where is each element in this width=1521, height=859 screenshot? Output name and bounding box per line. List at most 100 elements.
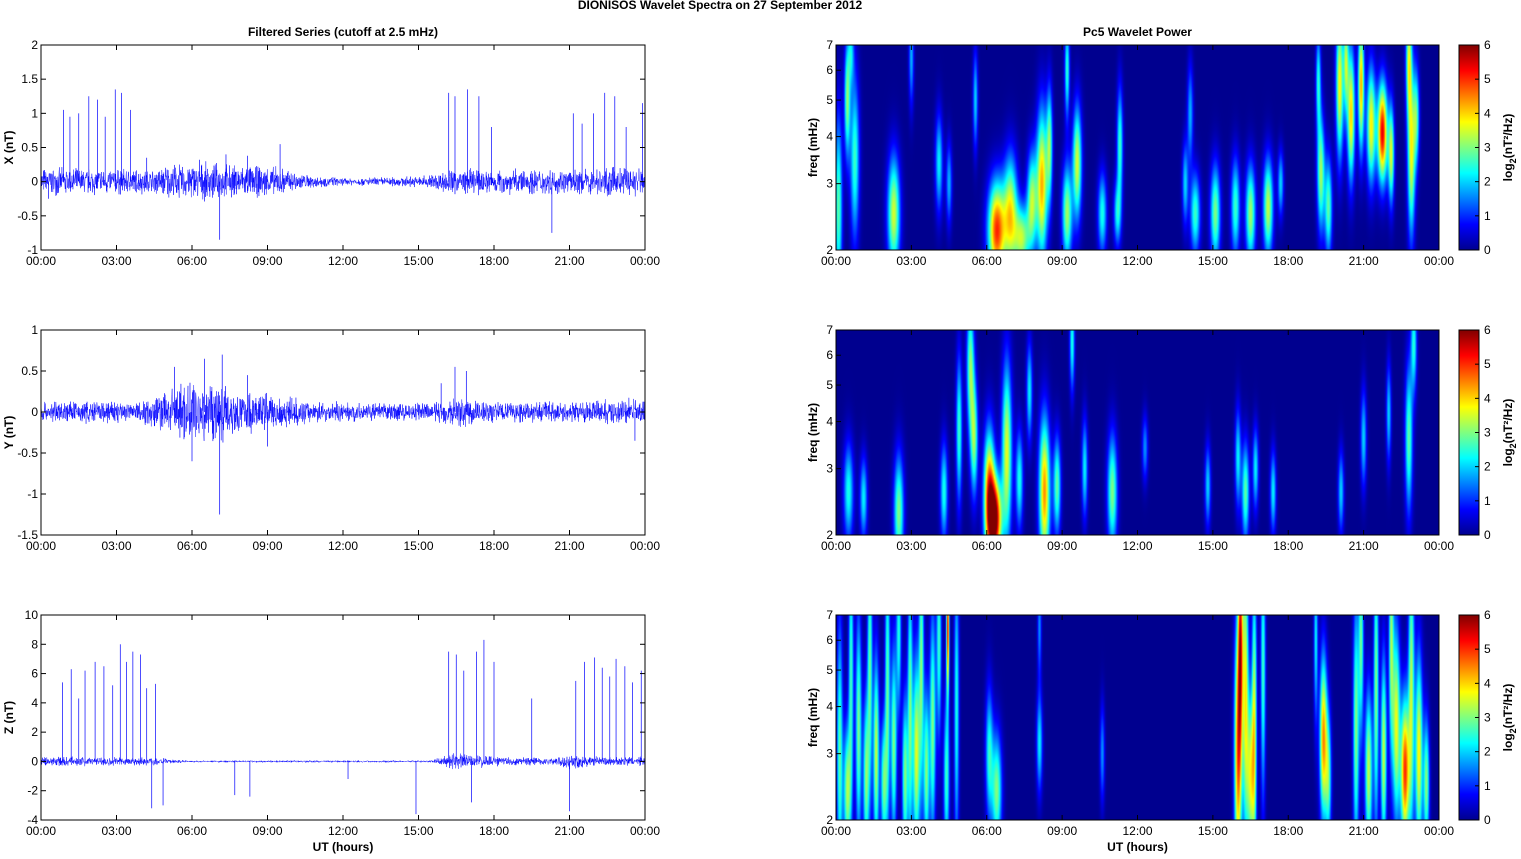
colorbar-tick-label: 2 — [1484, 175, 1491, 189]
y-tick-label: 0 — [31, 754, 38, 768]
y-tick-label: 2 — [826, 813, 833, 827]
colorbar: 0 1 2 3 4 5 6 log2(nT²/Hz) — [1458, 38, 1518, 257]
line-x-tick-label: 06:00 — [177, 539, 207, 553]
heat-x-tick-label: 00:00 — [1424, 539, 1454, 553]
y-tick-label: -2 — [27, 784, 38, 798]
y-tick-label: -0.5 — [17, 209, 38, 223]
y-tick-label: 0.5 — [21, 364, 38, 378]
colorbar-tick-label: 3 — [1484, 141, 1491, 155]
colorbar-tick-label: 1 — [1484, 209, 1491, 223]
colorbar-tick-label: 6 — [1484, 323, 1491, 337]
y-tick-label: 7 — [826, 38, 833, 52]
y-tick-label: 4 — [826, 130, 833, 144]
heat-x-tick-label: 03:00 — [896, 539, 926, 553]
colorbar-tick-label: 4 — [1484, 676, 1491, 690]
heat-x-tick-label: 09:00 — [1047, 824, 1077, 838]
line-x-tick-label: 15:00 — [403, 539, 433, 553]
plot-area — [41, 45, 645, 250]
colorbar-tick-label: 6 — [1484, 38, 1491, 52]
colorbar-tick-label: 0 — [1484, 243, 1491, 257]
y-tick-label: 0.5 — [21, 141, 38, 155]
line-x-tick-label: 12:00 — [328, 539, 358, 553]
heat-x-tick-label: 15:00 — [1198, 254, 1228, 268]
y-tick-label: 7 — [826, 323, 833, 337]
y-tick-label: 4 — [826, 700, 833, 714]
y-tick-label: 2 — [826, 243, 833, 257]
colorbar-tick-label: 0 — [1484, 813, 1491, 827]
y-axis-label: freq (mHz) — [806, 688, 820, 747]
line-xlabel: UT (hours) — [313, 840, 374, 854]
heat-x-tick-label: 06:00 — [972, 254, 1002, 268]
heatmap-2: 2 3 4 5 6 7 00:00 03:00 06:00 09:00 12:00 15:00 18:0… — [806, 608, 1518, 854]
heat-x-tick-label: 12:00 — [1122, 824, 1152, 838]
y-axis-label: freq (mHz) — [806, 118, 820, 177]
y-tick-label: -4 — [27, 813, 38, 827]
y-axis-label: X (nT) — [2, 131, 16, 165]
y-tick-label: 3 — [826, 462, 833, 476]
heat-x-tick-label: 18:00 — [1273, 539, 1303, 553]
heat-x-tick-label: 00:00 — [821, 539, 851, 553]
colorbar-label: log2(nT²/Hz) — [1501, 114, 1518, 182]
line-x-tick-label: 15:00 — [403, 254, 433, 268]
y-tick-label: 2 — [31, 725, 38, 739]
heat-x-tick-label: 00:00 — [821, 824, 851, 838]
heatmap-title: Pc5 Wavelet Power — [1083, 25, 1192, 39]
line-x-tick-label: 03:00 — [101, 824, 131, 838]
y-tick-label: 8 — [31, 637, 38, 651]
y-tick-label: 10 — [25, 608, 39, 622]
colorbar-tick-label: 5 — [1484, 642, 1491, 656]
line-x-tick-label: 00:00 — [630, 824, 660, 838]
line-x-tick-label: 09:00 — [252, 824, 282, 838]
y-tick-label: 5 — [826, 378, 833, 392]
heat-x-tick-label: 09:00 — [1047, 539, 1077, 553]
heat-x-tick-label: 21:00 — [1349, 539, 1379, 553]
heat-x-tick-label: 00:00 — [1424, 824, 1454, 838]
line-x-tick-label: 21:00 — [554, 254, 584, 268]
colorbar-tick-label: 3 — [1484, 426, 1491, 440]
spectrogram-image — [836, 330, 1439, 535]
colorbar-tick-label: 3 — [1484, 711, 1491, 725]
heat-x-tick-label: 03:00 — [896, 824, 926, 838]
y-tick-label: 1 — [31, 106, 38, 120]
plot-area — [41, 330, 645, 535]
colorbar-tick-label: 0 — [1484, 528, 1491, 542]
colorbar-tick-label: 5 — [1484, 72, 1491, 86]
line-x-tick-label: 18:00 — [479, 824, 509, 838]
y-tick-label: 2 — [826, 528, 833, 542]
y-axis-label: freq (mHz) — [806, 403, 820, 462]
line-chart-0: Filtered Series (cutoff at 2.5 mHz) 2 1.5 1… — [2, 25, 660, 268]
colorbar-tick-label: 2 — [1484, 745, 1491, 759]
series-trace — [41, 382, 645, 443]
series-trace — [41, 161, 645, 202]
line-x-tick-label: 09:00 — [252, 539, 282, 553]
heat-x-tick-label: 12:00 — [1122, 254, 1152, 268]
y-tick-label: 4 — [826, 415, 833, 429]
colorbar-tick-label: 6 — [1484, 608, 1491, 622]
line-x-tick-label: 03:00 — [101, 539, 131, 553]
colorbar-tick-label: 5 — [1484, 357, 1491, 371]
heat-x-tick-label: 18:00 — [1273, 254, 1303, 268]
y-tick-label: 7 — [826, 608, 833, 622]
plot-area — [41, 615, 645, 820]
heat-x-tick-label: 09:00 — [1047, 254, 1077, 268]
heat-x-tick-label: 03:00 — [896, 254, 926, 268]
line-x-tick-label: 03:00 — [101, 254, 131, 268]
line-x-tick-label: 18:00 — [479, 254, 509, 268]
heat-x-tick-label: 00:00 — [1424, 254, 1454, 268]
y-tick-label: -0.5 — [17, 446, 38, 460]
y-tick-label: 6 — [826, 633, 833, 647]
line-x-tick-label: 21:00 — [554, 824, 584, 838]
y-tick-label: 3 — [826, 747, 833, 761]
line-x-tick-label: 06:00 — [177, 254, 207, 268]
y-tick-label: 4 — [31, 696, 38, 710]
y-tick-label: 2 — [31, 38, 38, 52]
colorbar-label: log2(nT²/Hz) — [1501, 399, 1518, 467]
y-axis-label: Y (nT) — [2, 416, 16, 450]
y-tick-label: 6 — [826, 348, 833, 362]
colorbar-tick-label: 1 — [1484, 779, 1491, 793]
y-tick-label: 6 — [31, 667, 38, 681]
y-tick-label: 3 — [826, 177, 833, 191]
